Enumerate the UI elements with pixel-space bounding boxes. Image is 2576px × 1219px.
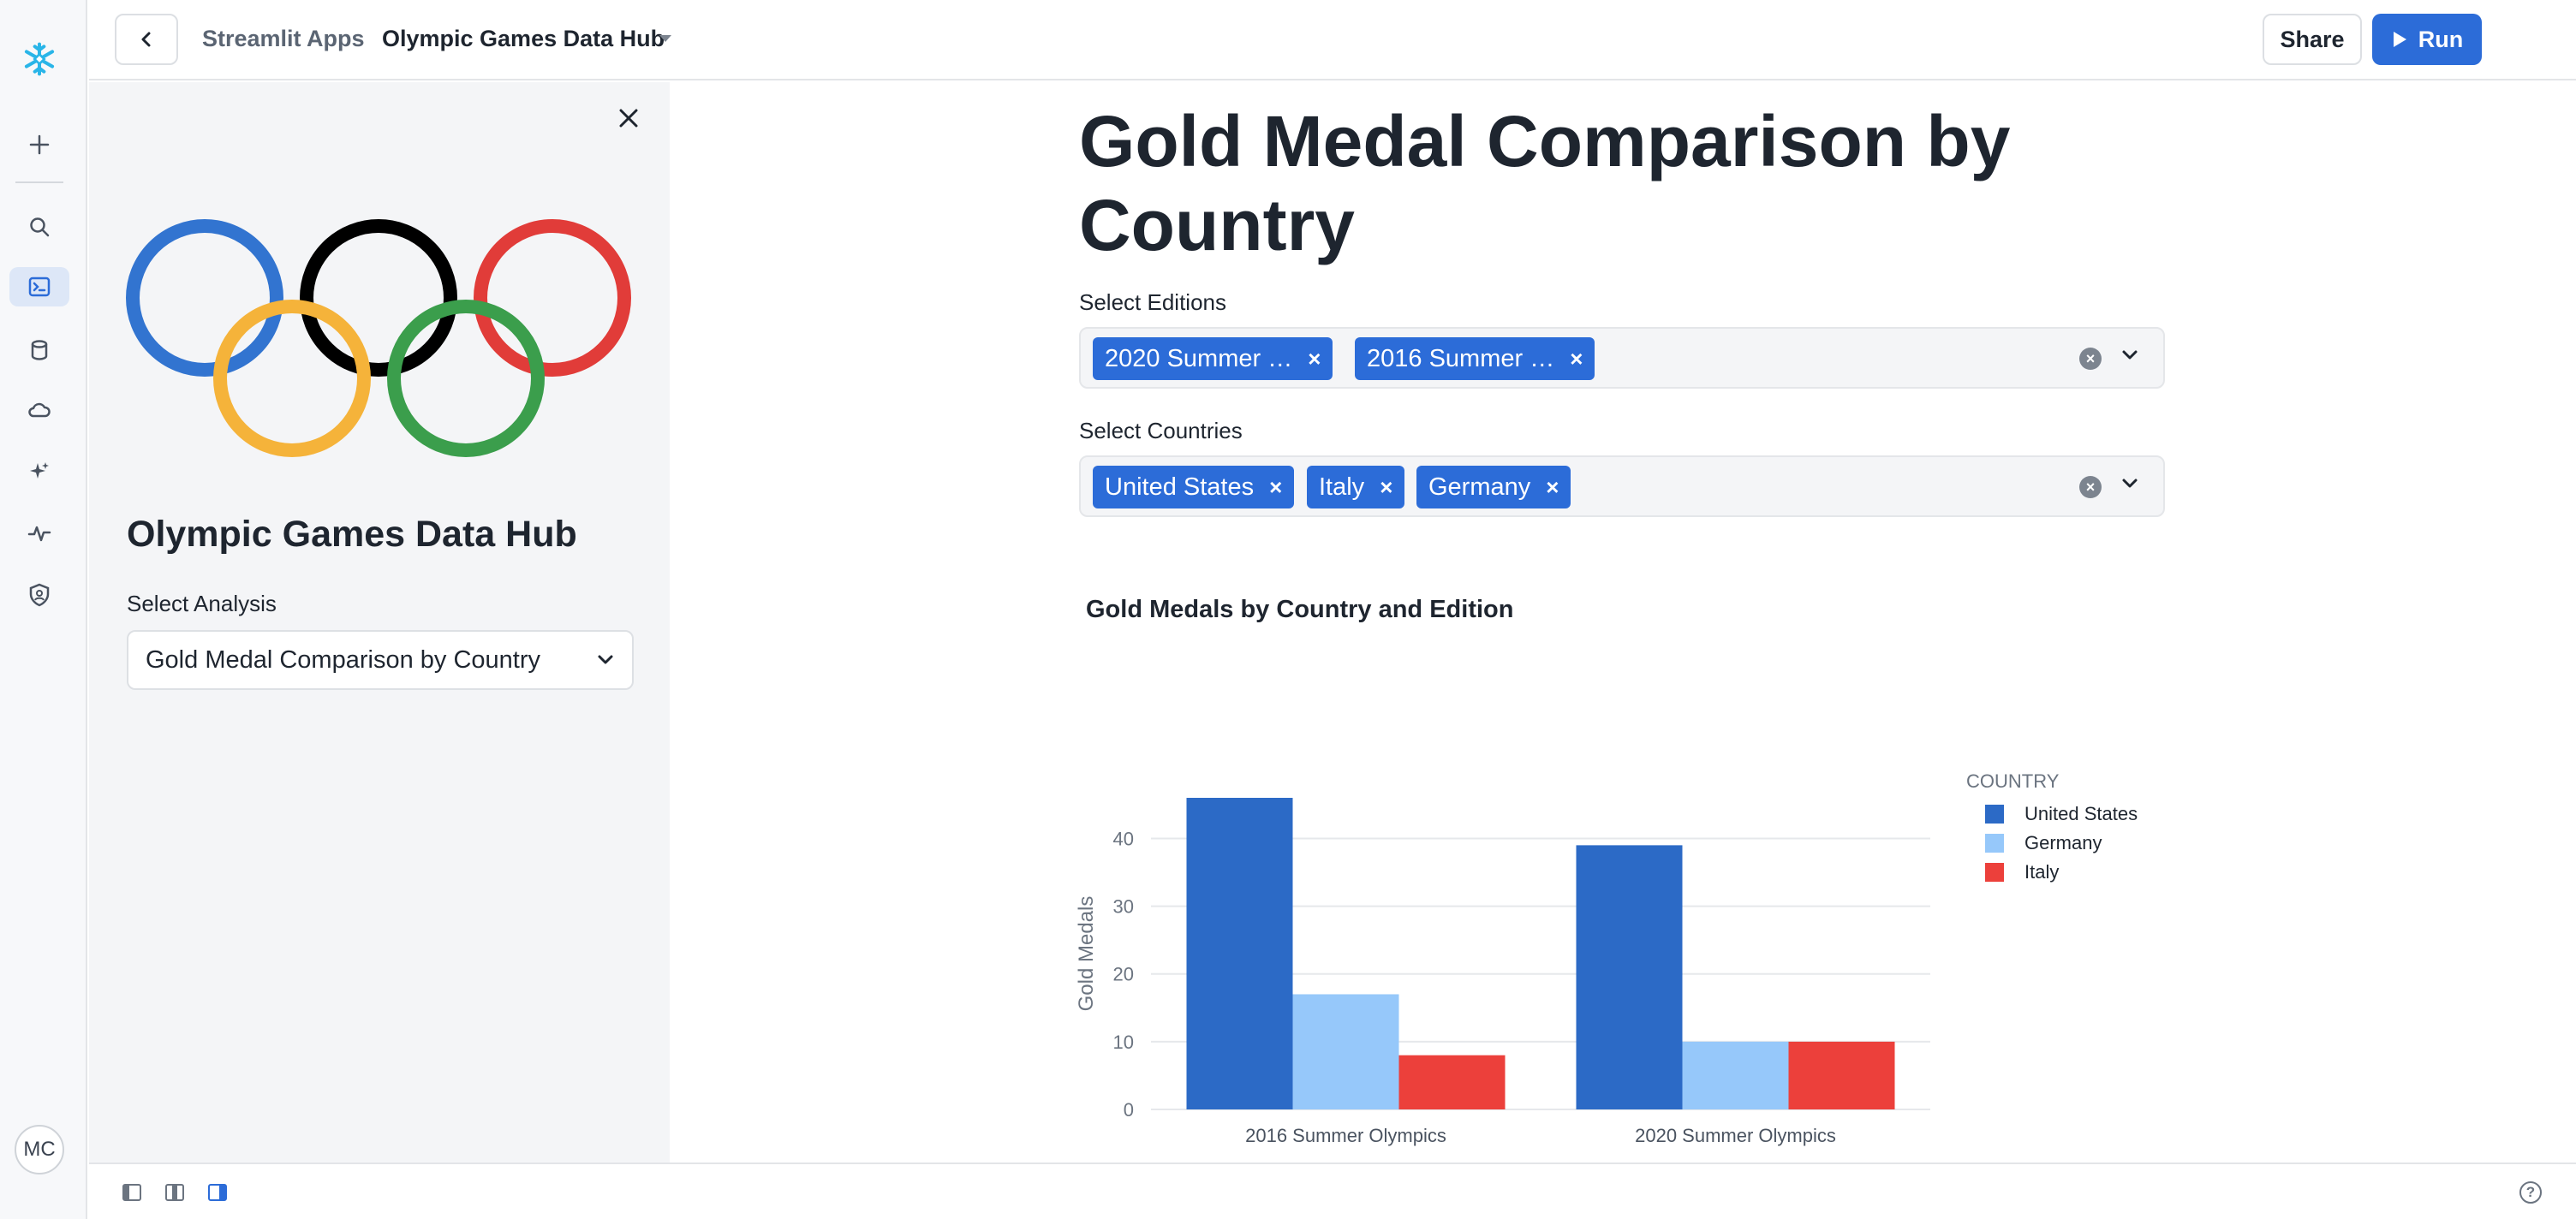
caret-down-icon[interactable] — [658, 33, 673, 45]
layout-left-icon[interactable] — [122, 1183, 142, 1202]
legend-swatch — [1985, 805, 2004, 824]
breadcrumb-streamlit-apps[interactable]: Streamlit Apps — [202, 26, 365, 51]
legend-label: United States — [2024, 803, 2138, 824]
code-icon[interactable] — [9, 267, 69, 306]
bar — [1398, 1055, 1506, 1109]
layout-right-icon[interactable] — [207, 1183, 228, 1202]
plus-icon[interactable] — [9, 125, 69, 164]
legend-title: COUNTRY — [1966, 770, 2060, 792]
gold-medals-bar-chart: 0 10 20 30 40 Gold Medals 2016 Summer Olympics… — [1075, 770, 2138, 1146]
main-content: Gold Medal Comparison by Country Select … — [671, 82, 2576, 1163]
remove-chip-icon[interactable]: × — [1308, 345, 1321, 372]
countries-multiselect[interactable]: United States × Italy × Germany × × — [1079, 455, 2165, 517]
select-analysis-dropdown[interactable]: Gold Medal Comparison by Country — [127, 630, 634, 690]
top-bar: Streamlit Apps Olympic Games Data Hub Sh… — [89, 0, 2576, 80]
search-icon[interactable] — [9, 207, 69, 247]
country-chip[interactable]: Italy × — [1307, 466, 1405, 508]
activity-icon[interactable] — [9, 514, 69, 553]
y-tick-label: 40 — [1113, 828, 1134, 849]
country-chip[interactable]: Germany × — [1416, 466, 1571, 508]
run-label: Run — [2418, 26, 2464, 52]
run-button[interactable]: Run — [2372, 14, 2482, 65]
remove-chip-icon[interactable]: × — [1546, 473, 1559, 500]
database-icon[interactable] — [9, 330, 69, 370]
avatar-initials: MC — [23, 1138, 56, 1161]
left-rail: MC — [0, 0, 87, 1219]
breadcrumb-current-app[interactable]: Olympic Games Data Hub — [382, 26, 665, 51]
country-chip[interactable]: United States × — [1093, 466, 1295, 508]
y-tick-label: 10 — [1113, 1032, 1134, 1053]
legend-swatch — [1985, 834, 2004, 853]
select-countries-label: Select Countries — [1079, 418, 1243, 443]
legend-swatch — [1985, 863, 2004, 882]
chart-title: Gold Medals by Country and Edition — [1086, 596, 1514, 623]
snowflake-logo-icon[interactable] — [9, 39, 69, 79]
chevron-down-icon[interactable] — [2120, 478, 2139, 490]
clear-all-icon[interactable]: × — [2079, 476, 2102, 498]
select-analysis-label: Select Analysis — [127, 591, 277, 616]
chevron-left-icon — [141, 32, 151, 47]
editions-multiselect[interactable]: 2020 Summer … × 2016 Summer … × × — [1079, 327, 2165, 389]
help-icon[interactable]: ? — [2519, 1181, 2542, 1204]
page-title: Gold Medal Comparison by Country — [1079, 101, 2011, 265]
country-chip-label: Germany — [1428, 473, 1531, 501]
bar — [1788, 1041, 1895, 1109]
chevron-down-icon — [598, 655, 613, 664]
y-tick-label: 0 — [1124, 1099, 1134, 1121]
remove-chip-icon[interactable]: × — [1269, 473, 1283, 500]
y-tick-label: 20 — [1113, 964, 1134, 985]
back-button[interactable] — [115, 14, 178, 65]
sparkle-icon[interactable] — [9, 452, 69, 491]
play-icon — [2393, 32, 2406, 47]
edition-chip[interactable]: 2016 Summer … × — [1355, 337, 1595, 380]
bar — [1682, 1041, 1789, 1109]
share-button[interactable]: Share — [2263, 14, 2362, 65]
remove-chip-icon[interactable]: × — [1570, 345, 1583, 372]
country-chip-label: United States — [1105, 473, 1255, 501]
x-tick-label: 2016 Summer Olympics — [1245, 1125, 1446, 1146]
sidebar-title: Olympic Games Data Hub — [127, 514, 577, 555]
y-tick-label: 30 — [1113, 896, 1134, 918]
bar — [1292, 994, 1399, 1109]
cloud-icon[interactable] — [9, 390, 69, 430]
clear-all-icon[interactable]: × — [2079, 348, 2102, 370]
edition-chip-label: 2020 Summer … — [1105, 344, 1293, 372]
shield-icon[interactable] — [9, 575, 69, 615]
avatar[interactable]: MC — [15, 1125, 64, 1174]
bar — [1576, 845, 1683, 1109]
edition-chip-label: 2016 Summer … — [1367, 344, 1555, 372]
rail-divider — [15, 181, 63, 183]
chevron-down-icon[interactable] — [2120, 349, 2139, 361]
y-axis-label: Gold Medals — [1075, 896, 1098, 1012]
bottom-bar: ? — [89, 1163, 2576, 1219]
legend-label: Italy — [2024, 861, 2059, 883]
close-sidebar-icon[interactable] — [613, 103, 644, 134]
select-analysis-value: Gold Medal Comparison by Country — [146, 645, 540, 674]
country-chip-label: Italy — [1319, 473, 1365, 501]
select-editions-label: Select Editions — [1079, 289, 1226, 315]
layout-split-icon[interactable] — [164, 1183, 185, 1202]
legend-label: Germany — [2024, 832, 2102, 853]
x-tick-label: 2020 Summer Olympics — [1635, 1125, 1836, 1146]
app-sidebar: Olympic Games Data Hub Select Analysis G… — [89, 82, 670, 1163]
olympic-rings-logo — [126, 219, 631, 457]
remove-chip-icon[interactable]: × — [1380, 473, 1393, 500]
edition-chip[interactable]: 2020 Summer … × — [1093, 337, 1333, 380]
bar — [1186, 798, 1293, 1109]
